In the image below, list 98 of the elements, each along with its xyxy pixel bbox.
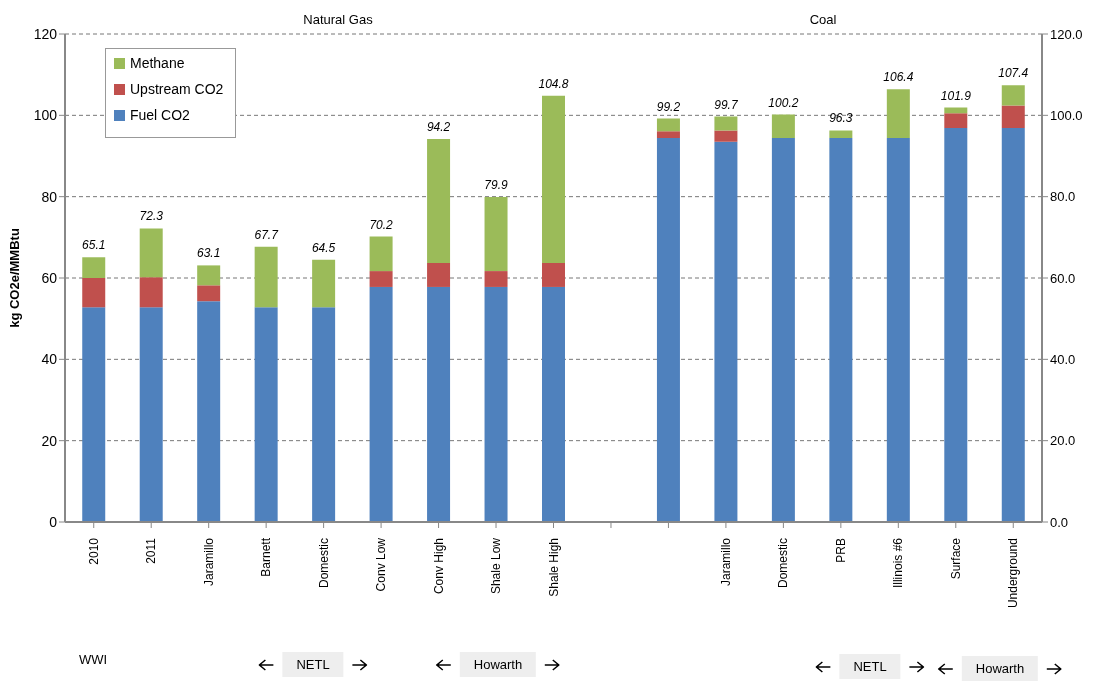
legend-label: Fuel CO2 [130, 107, 190, 123]
bar [484, 197, 508, 272]
bar [714, 141, 738, 522]
x-tick-label: Shale High [546, 538, 561, 597]
text: NETL [282, 652, 344, 677]
y-tick-label: 60 [41, 269, 58, 286]
bar [542, 286, 566, 522]
bar [139, 277, 163, 308]
x-tick-label: Shale Low [489, 537, 504, 595]
y-tick-label: 100 [33, 107, 58, 124]
y2-tick-label: 120.0 [1050, 26, 1083, 42]
bar [944, 127, 968, 522]
bar [254, 307, 278, 522]
total-label: 96.3 [829, 111, 853, 126]
y2-tick-label: 20.0 [1050, 433, 1076, 449]
total-label: 99.2 [656, 99, 681, 114]
total-label: 106.4 [883, 70, 914, 85]
x-tick-label: Conv Low [374, 537, 389, 592]
total-label: 63.1 [197, 246, 221, 261]
text: Coal [809, 12, 837, 27]
bar [427, 262, 451, 287]
total-label: 107.4 [998, 66, 1029, 81]
x-tick-label: 2011 [144, 537, 159, 564]
bar [886, 89, 910, 139]
y-tick-label: 80 [41, 188, 58, 205]
bar [197, 265, 221, 286]
total-label: 70.2 [369, 217, 394, 232]
bar [1001, 85, 1025, 106]
y2-tick-label: 40.0 [1050, 351, 1076, 367]
bar [369, 236, 393, 272]
bar [714, 116, 738, 131]
bar [197, 285, 221, 302]
bar [656, 118, 680, 132]
bar [427, 286, 451, 522]
y2-tick-label: 80.0 [1050, 189, 1076, 205]
bar [312, 307, 336, 522]
y-tick-label: 120 [33, 25, 58, 42]
total-label: 101.9 [940, 88, 972, 103]
x-tick-label: Conv High [431, 538, 446, 595]
x-tick-label: 2010 [86, 537, 101, 565]
bar [82, 257, 106, 278]
bar [771, 114, 795, 139]
text: Howarth [961, 656, 1039, 681]
y2-tick-label: 60.0 [1050, 270, 1076, 286]
total-label: 100.2 [768, 95, 799, 110]
bar [427, 138, 451, 263]
total-label: 94.2 [426, 119, 451, 134]
total-label: 67.7 [254, 227, 280, 242]
x-tick-label: Barnett [259, 537, 274, 577]
x-tick-label: Jaramillo [718, 537, 733, 587]
bar [82, 278, 106, 308]
x-tick-label: PRB [833, 538, 848, 563]
y2-tick-label: 0.0 [1050, 514, 1069, 530]
x-tick-label: Surface [948, 537, 963, 580]
x-tick-label: Illinois #6 [891, 537, 906, 589]
bar [369, 271, 393, 287]
bar [886, 138, 910, 522]
legend-label: Upstream CO2 [130, 81, 224, 97]
total-label: 104.8 [538, 76, 569, 91]
bar [254, 246, 278, 308]
bar [829, 138, 853, 522]
x-tick-label: Domestic [316, 538, 331, 589]
y-tick-label: 0 [49, 513, 58, 530]
bar [714, 130, 738, 142]
text: NETL [839, 654, 901, 679]
bar [484, 286, 508, 522]
bar [1001, 105, 1025, 128]
bar [82, 307, 106, 522]
bar [197, 301, 221, 522]
bar [656, 138, 680, 522]
x-tick-label: Jaramillo [201, 537, 216, 587]
bar [484, 271, 508, 287]
total-label: 64.5 [311, 240, 336, 255]
total-label: 99.7 [714, 97, 739, 112]
total-label: 72.3 [139, 209, 164, 224]
bar [369, 286, 393, 522]
text: WWI [78, 652, 108, 667]
bar [542, 262, 566, 287]
total-label: 79.9 [484, 178, 509, 193]
bar [542, 95, 566, 263]
y-axis-title: kg CO2e/MMBtu [6, 228, 22, 328]
bar [944, 113, 968, 128]
text: Howarth [459, 652, 537, 677]
text: Natural Gas [303, 12, 373, 27]
bar [829, 130, 853, 139]
x-tick-label: Underground [1006, 538, 1021, 609]
bar [656, 131, 680, 139]
total-label: 65.1 [82, 238, 106, 253]
y-tick-label: 20 [41, 432, 58, 449]
legend-label: Methane [130, 55, 185, 71]
bar [771, 138, 795, 522]
y2-tick-label: 100.0 [1050, 107, 1083, 123]
bar [1001, 127, 1025, 522]
bar [312, 259, 336, 308]
bar [139, 228, 163, 278]
x-tick-label: Domestic [776, 538, 791, 589]
y-tick-label: 40 [41, 351, 58, 368]
bar [139, 307, 163, 522]
